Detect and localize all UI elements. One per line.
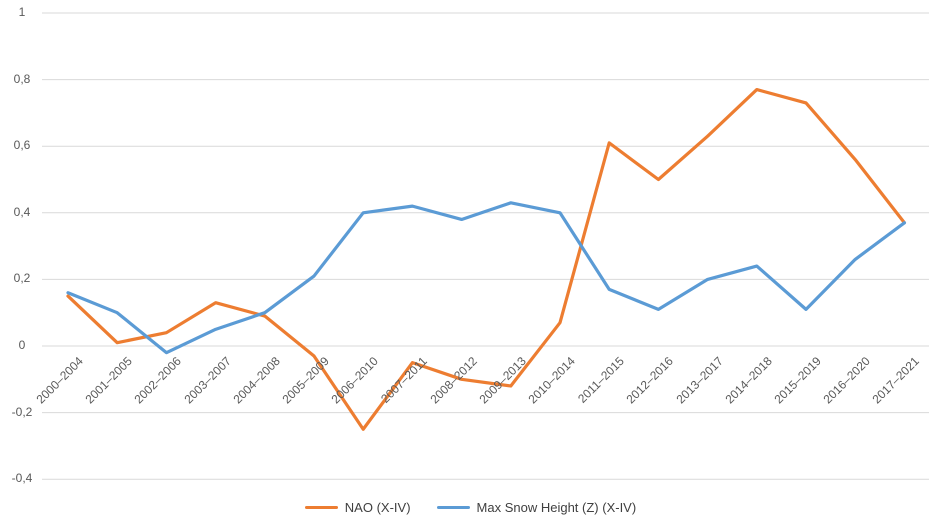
legend-item-max-snow-height[interactable]: Max Snow Height (Z) (X-IV) [436,500,637,515]
y-axis-tick-label: 0,2 [13,271,31,286]
y-axis-tick-label: -0,2 [11,404,33,419]
series-line-nao[interactable] [66,87,907,431]
y-axis-tick-label: 0,6 [13,138,31,153]
legend-item-nao[interactable]: NAO (X-IV) [304,500,411,515]
legend-label-nao: NAO (X-IV) [344,500,411,515]
legend: NAO (X-IV) Max Snow Height (Z) (X-IV) [0,500,941,515]
nao-line-marker-icon [304,505,338,510]
snow-line-marker-icon [436,505,470,510]
y-axis-tick-label: 0 [18,338,26,352]
legend-label-max-snow-height: Max Snow Height (Z) (X-IV) [476,500,637,515]
y-axis-tick-label: 0,4 [13,204,31,219]
y-axis-tick-label: -0,4 [11,471,33,486]
y-axis-tick-label: 1 [18,5,26,19]
y-axis-tick-label: 0,8 [13,71,31,86]
series-line-max-snow-height[interactable] [66,201,907,355]
